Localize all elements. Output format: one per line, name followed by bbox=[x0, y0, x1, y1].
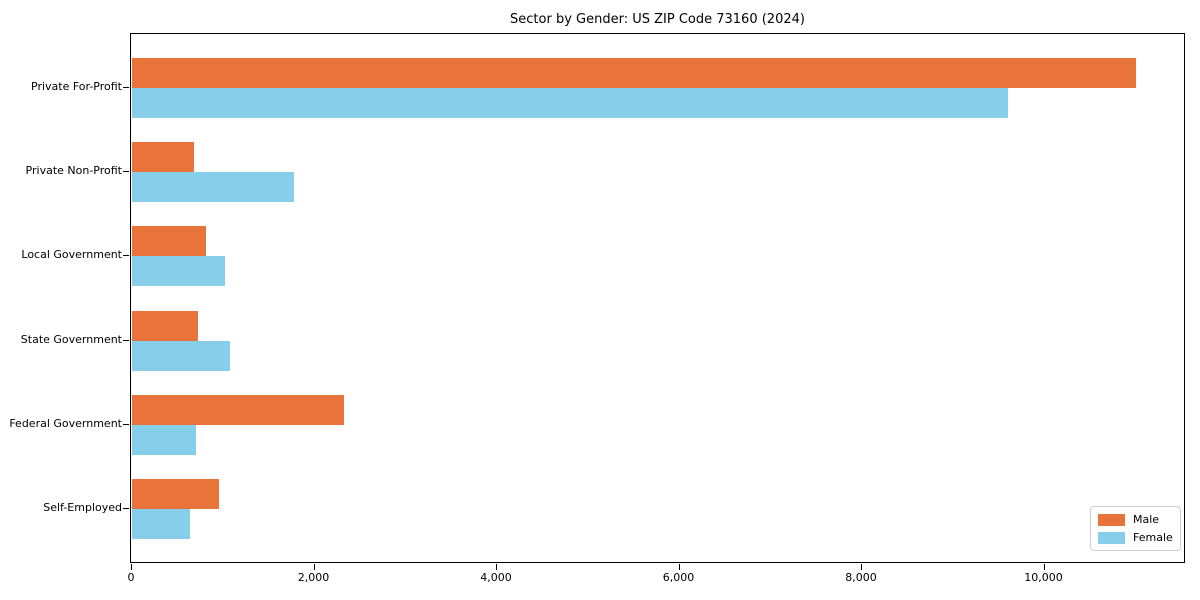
legend-label-female: Female bbox=[1133, 531, 1173, 544]
y-tick-mark bbox=[123, 508, 129, 509]
y-tick-label-private-non-profit: Private Non-Profit bbox=[25, 164, 122, 178]
legend-item-female: Female bbox=[1098, 531, 1173, 544]
x-tick-mark bbox=[131, 564, 132, 570]
x-tick-mark bbox=[678, 564, 680, 570]
legend-label-male: Male bbox=[1133, 513, 1160, 526]
bar-female-private-non-profit bbox=[132, 172, 294, 203]
legend: Male Female bbox=[1090, 506, 1181, 551]
bar-female-self-employed bbox=[132, 509, 190, 539]
bar-male-federal-government bbox=[132, 394, 344, 425]
y-tick-label-state-government: State Government bbox=[20, 332, 122, 346]
legend-swatch-male bbox=[1098, 513, 1125, 526]
plot-area bbox=[130, 33, 1185, 563]
bar-male-state-government bbox=[132, 310, 198, 341]
y-tick-mark bbox=[123, 171, 129, 173]
bar-female-local-government bbox=[132, 256, 225, 287]
bar-male-private-non-profit bbox=[132, 142, 194, 173]
y-tick-mark bbox=[123, 255, 129, 257]
x-tick-label-10000: 10,000 bbox=[1024, 571, 1063, 584]
y-tick-label-private-for-profit: Private For-Profit bbox=[31, 80, 122, 93]
x-tick-label-6000: 6,000 bbox=[662, 571, 695, 584]
legend-item-male: Male bbox=[1098, 513, 1172, 526]
bar-female-federal-government bbox=[132, 424, 196, 455]
x-tick-mark bbox=[496, 564, 498, 570]
x-tick-label-0: 0 bbox=[127, 571, 135, 584]
bar-female-state-government bbox=[132, 340, 230, 371]
x-tick-label-4000: 4,000 bbox=[480, 571, 512, 584]
y-tick-mark bbox=[123, 87, 129, 88]
bar-male-self-employed bbox=[132, 479, 219, 509]
x-tick-mark bbox=[313, 564, 315, 570]
y-tick-mark bbox=[123, 423, 129, 425]
x-tick-label-8000: 8,000 bbox=[845, 571, 877, 584]
legend-swatch-female bbox=[1098, 531, 1125, 544]
bar-female-private-for-profit bbox=[132, 88, 1008, 118]
x-tick-label-2000: 2,000 bbox=[297, 571, 330, 584]
x-tick-mark bbox=[1043, 564, 1045, 570]
bar-male-local-government bbox=[132, 226, 206, 257]
y-tick-label-federal-government: Federal Government bbox=[9, 416, 122, 430]
y-tick-label-local-government: Local Government bbox=[21, 248, 122, 262]
chart-title: Sector by Gender: US ZIP Code 73160 (202… bbox=[510, 12, 805, 27]
y-tick-mark bbox=[123, 339, 129, 341]
y-tick-label-self-employed: Self-Employed bbox=[43, 501, 122, 514]
x-tick-mark bbox=[861, 564, 863, 570]
bar-male-private-for-profit bbox=[132, 58, 1136, 88]
